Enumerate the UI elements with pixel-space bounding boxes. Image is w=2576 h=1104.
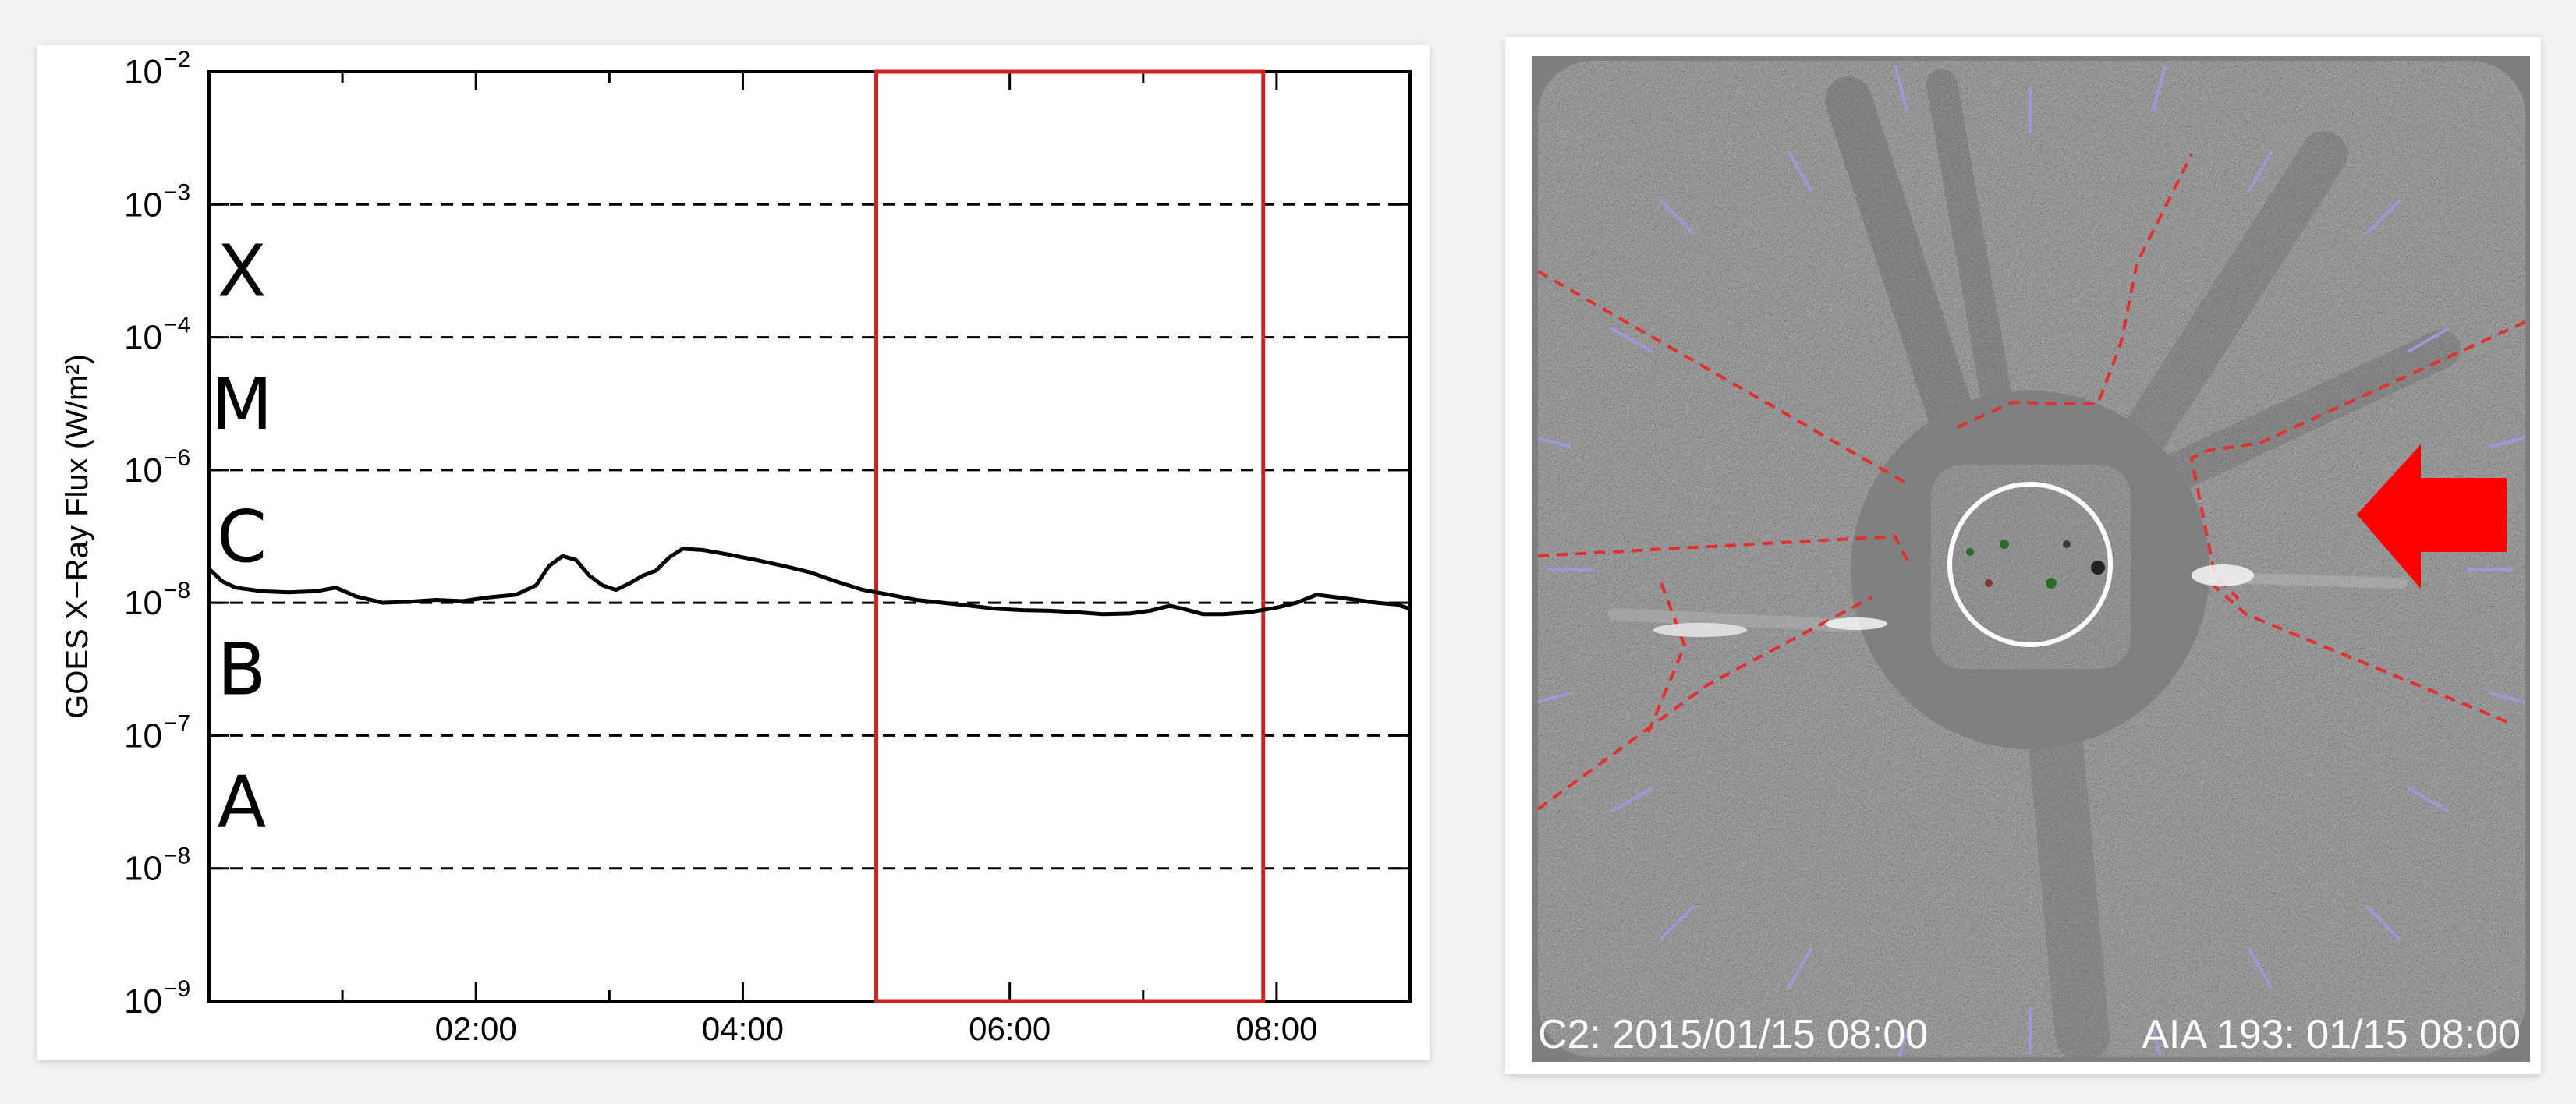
sector-boundary xyxy=(1538,270,1912,487)
active-regions xyxy=(1966,540,2105,589)
axis-ticks xyxy=(209,70,1410,1003)
sector-boundary xyxy=(1538,534,1912,568)
y-tick-exponent: −7 xyxy=(164,710,190,736)
pa-tick xyxy=(2247,947,2273,989)
pa-tick xyxy=(1610,327,1653,353)
flare-class-c: C xyxy=(217,495,267,579)
pa-tick xyxy=(1538,691,1571,707)
y-tick-exponent: −8 xyxy=(164,844,190,869)
y-tick-label: 10 xyxy=(124,186,162,224)
y-tick-exponent: −6 xyxy=(164,445,190,471)
flare-class-m: M xyxy=(211,363,272,446)
aia-inset-texture xyxy=(1931,465,2131,669)
y-tick-label: 10 xyxy=(124,53,162,91)
flare-class-a: A xyxy=(218,761,267,844)
pa-tick xyxy=(2489,691,2525,707)
y-tick-labels: 10 −210 −310 −410 −610 −810 −710 −810 −9 xyxy=(124,47,190,1021)
y-axis-label: GOES X−Ray Flux (W/m²) xyxy=(60,354,94,719)
y-tick-label: 10 xyxy=(124,717,162,755)
sector-boundary xyxy=(1538,596,1873,811)
pa-tick xyxy=(1893,1028,1909,1057)
solar-limb-circle xyxy=(1947,482,2113,647)
sector-boundary xyxy=(2209,582,2512,725)
pa-tick xyxy=(2151,65,2167,111)
c2-timestamp-caption: C2: 2015/01/15 08:00 xyxy=(1538,1012,1928,1057)
pa-tick xyxy=(1538,433,1571,449)
x-tick-label: 06:00 xyxy=(969,1010,1051,1047)
x-tick-label: 02:00 xyxy=(435,1010,517,1047)
aia-timestamp-caption: AIA 193: 01/15 08:00 xyxy=(2142,1012,2521,1057)
flux-series-line xyxy=(207,547,1411,617)
pa-tick xyxy=(1787,947,1813,989)
x-tick-label: 08:00 xyxy=(1235,1010,1317,1047)
pa-tick xyxy=(1893,65,1909,111)
x-tick-label: 04:00 xyxy=(702,1010,784,1047)
goes-flux-panel: 10 −2 10 −3 10 −4 10 −6 10 −8 10 −7 10 −8 10 −9 02:00 04… xyxy=(37,45,1430,1060)
pa-tick xyxy=(2365,904,2401,941)
x-tick-labels: 02:00 04:00 06:00 08:00 xyxy=(435,1010,1318,1047)
y-tick-exponent: −2 xyxy=(164,47,190,73)
cme-direction-arrow xyxy=(2357,444,2507,589)
position-angle-ticks xyxy=(1538,65,2525,1057)
class-gridlines xyxy=(209,203,1410,870)
y-tick-label: 10 xyxy=(124,451,162,490)
pa-tick xyxy=(2407,327,2450,353)
plot-frame xyxy=(207,70,1412,1003)
y-tick-exponent: −3 xyxy=(164,179,190,205)
pa-tick xyxy=(2407,787,2450,813)
pa-tick xyxy=(1787,150,1813,193)
coronagraph-panel: C2: 2015/01/15 08:00 AIA 193: 01/15 08:0… xyxy=(1505,37,2541,1074)
pa-tick xyxy=(1659,199,1695,235)
pa-tick xyxy=(2151,1028,2167,1057)
pa-tick xyxy=(2247,150,2273,193)
cme-bright-fronts xyxy=(1653,564,2254,637)
pa-tick xyxy=(2365,199,2401,235)
sector-boundary xyxy=(1644,582,1687,740)
flare-class-b: B xyxy=(217,628,266,711)
y-tick-label: 10 xyxy=(124,982,162,1021)
y-tick-label: 10 xyxy=(124,850,162,888)
pa-tick xyxy=(1610,787,1653,813)
pa-tick xyxy=(2489,433,2525,449)
y-tick-exponent: −8 xyxy=(164,578,190,603)
pa-tick xyxy=(1659,904,1695,941)
coronagraph-image: C2: 2015/01/15 08:00 AIA 193: 01/15 08:0… xyxy=(1532,56,2530,1062)
highlight-window xyxy=(874,69,1266,1003)
goes-flux-chart: 10 −210 −310 −410 −610 −810 −710 −810 −9 02:00 04… xyxy=(60,47,1412,1047)
sector-boundary xyxy=(1957,154,2193,429)
y-tick-label: 10 xyxy=(124,319,162,357)
y-tick-label: 10 xyxy=(124,584,162,622)
y-tick-exponent: −4 xyxy=(164,313,190,338)
flare-class-x: X xyxy=(217,229,266,313)
y-tick-exponent: −9 xyxy=(164,976,190,1002)
